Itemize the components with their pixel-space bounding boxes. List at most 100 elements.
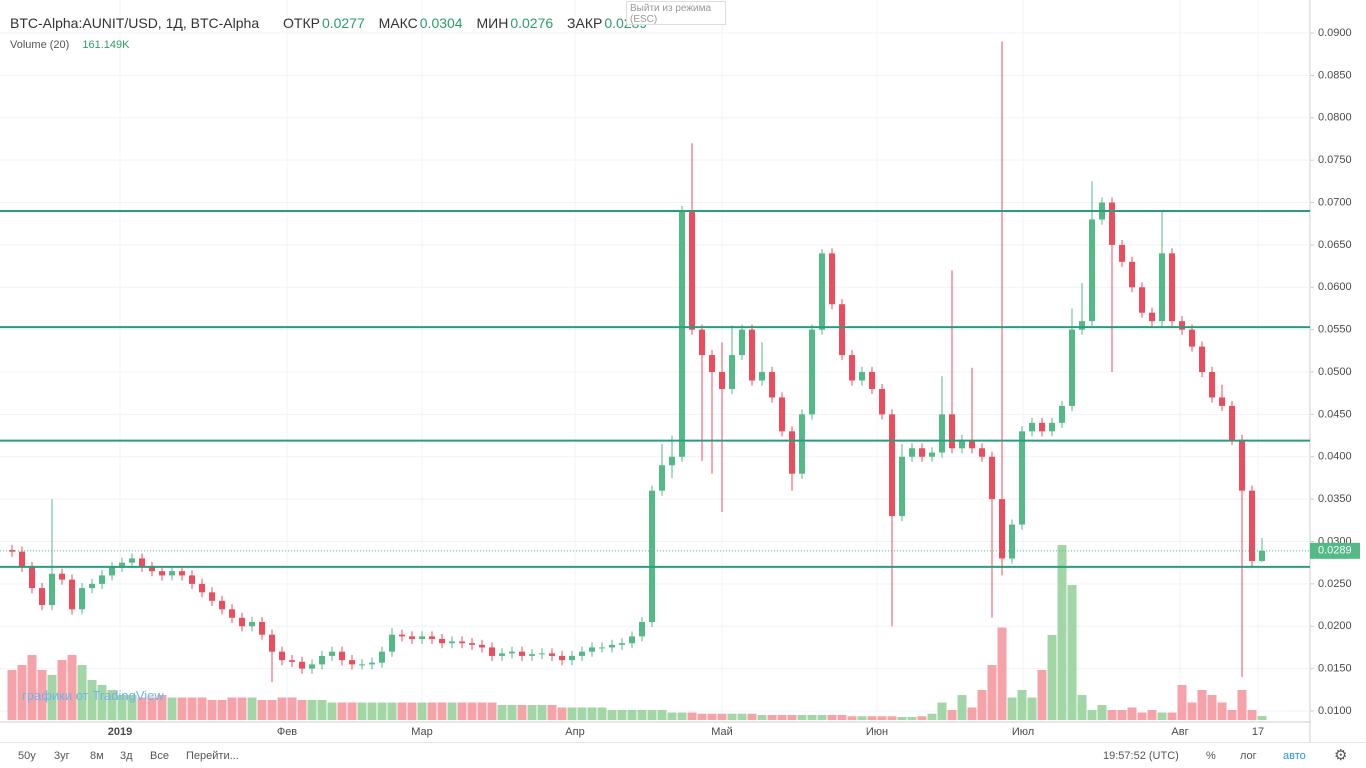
volume-bar [667,712,677,720]
volume-bar [817,715,827,720]
range-button[interactable]: 50y [18,750,36,762]
candle-body [1049,422,1055,432]
volume-bar [157,695,167,720]
candle-body [809,329,815,415]
volume-bar [1207,695,1217,720]
candle-body [1229,405,1235,440]
candle-body [1139,287,1145,313]
volume-bar [1157,712,1167,720]
candle-body [829,253,835,305]
candle-body [899,456,905,517]
volume-bar [497,705,507,720]
volume-bar [727,713,737,720]
candle-body [399,634,405,637]
volume-bar [117,695,127,720]
volume-bar [427,702,437,720]
x-tick-label: Июн [866,726,888,738]
candle-body [509,651,515,654]
volume-bar [357,702,367,720]
volume-bar [1187,702,1197,720]
candle-body [689,211,695,330]
range-button[interactable]: 3уг [54,750,70,762]
candle-body [859,372,865,381]
volume-bar [577,707,587,720]
indicator[interactable]: Volume (20) [10,39,70,51]
y-tick-label: 0.0700 [1318,196,1352,208]
candle-body [439,638,445,644]
volume-bar [1087,710,1097,720]
candle-body [1249,490,1255,561]
candle-body [539,653,545,655]
candle-body [639,622,645,637]
volume-bar [1217,702,1227,720]
volume-bar [677,712,687,720]
symbol[interactable]: BTC-Alpha:AUNIT/USD, 1Д, BTC-Alpha [10,15,260,31]
volume-bar [907,717,917,720]
watermark[interactable]: графики от TradingView [22,688,164,703]
volume-bar [1047,635,1057,720]
settings-icon[interactable]: ⚙ [1334,747,1348,764]
x-tick-label: Май [711,726,733,738]
volume-bar [187,697,197,720]
volume-bar [1027,697,1037,720]
candle-body [289,660,295,662]
volume-bar [697,713,707,720]
volume-bar [1067,585,1077,720]
volume-bar [287,697,297,720]
volume-bar [77,665,87,720]
y-tick-label: 0.0400 [1318,451,1352,463]
volume-bar [977,690,987,720]
candle-body [419,636,425,639]
volume-bar [1247,710,1257,720]
range-button[interactable]: Все [150,750,169,762]
candle-body [299,661,305,669]
candle-body [1199,346,1205,373]
volume-bar [917,716,927,720]
y-tick-label: 0.0600 [1318,281,1352,293]
x-tick-label: 2019 [108,726,132,738]
volume-bar [257,700,267,720]
volume-legend: Volume (20) 161.149K [10,39,129,51]
candle-body [1019,431,1025,525]
volume-bar [947,710,957,720]
price-axis-bg [1310,0,1366,742]
volume-bar [467,702,477,720]
percent[interactable]: % [1206,750,1216,762]
volume-bar [657,710,667,720]
range-button[interactable]: 8м [90,750,104,762]
low: 0.0276 [510,15,554,31]
candle-body [739,329,745,356]
candle-body [769,372,775,398]
candle-body [999,499,1005,559]
volume-bar [967,707,977,720]
auto[interactable]: авто [1283,750,1306,762]
candle-body [629,636,635,644]
candle-body [29,566,35,589]
candle-body [329,651,335,656]
volume-bar [757,715,767,720]
candle-body [479,644,485,648]
low-label: МИН [476,15,509,31]
log[interactable]: лог [1240,750,1257,762]
range-button[interactable]: 3д [120,750,133,762]
y-tick-label: 0.0550 [1318,324,1352,336]
volume-bar [107,690,117,720]
candle-body [949,414,955,449]
volume-bar [537,705,547,720]
volume-bar [707,713,717,720]
volume-bar [477,702,487,720]
volume-bar [37,670,47,720]
clock: 19:57:52 (UTC) [1103,750,1179,762]
candle-body [449,641,455,644]
volume-bar [567,707,577,720]
volume-bar [837,715,847,720]
volume-bar [197,697,207,720]
volume-bar [317,700,327,720]
candle-body [579,651,585,656]
candle-body [259,622,265,635]
candle-body [1209,372,1215,398]
volume-bar [607,710,617,720]
candle-body [139,558,145,567]
range-button[interactable]: Перейти... [186,750,239,762]
volume-bar [437,702,447,720]
